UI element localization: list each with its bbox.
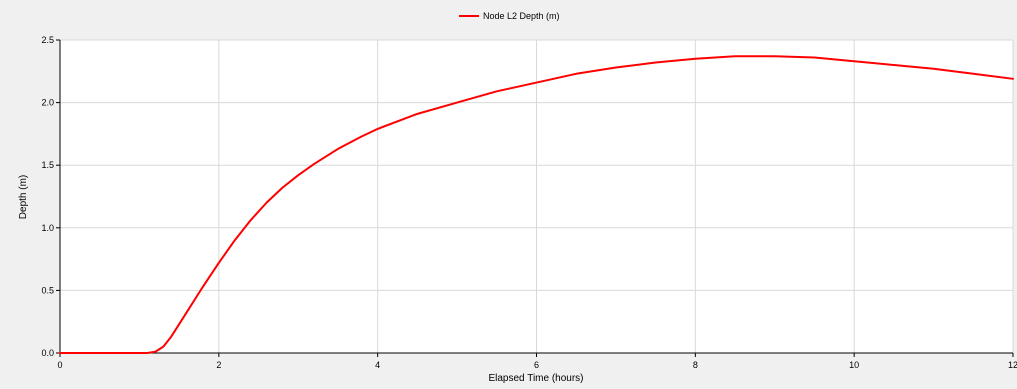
series-lines xyxy=(59,55,1014,354)
legend: Node L2 Depth (m) xyxy=(459,11,560,21)
y-tick-label: 1.5 xyxy=(41,160,54,170)
x-axis-label: Elapsed Time (hours) xyxy=(488,373,583,384)
x-tick-label: 6 xyxy=(534,360,539,370)
y-tick-label: 0.5 xyxy=(41,285,54,295)
y-tick-label: 2.5 xyxy=(41,35,54,45)
y-tick-label: 1.0 xyxy=(41,223,54,233)
y-tick-label: 2.0 xyxy=(41,98,54,108)
y-tick-label: 0.0 xyxy=(41,348,54,358)
legend-label: Node L2 Depth (m) xyxy=(483,11,560,21)
x-tick-label: 10 xyxy=(849,360,859,370)
x-tick-label: 2 xyxy=(216,360,221,370)
x-tick-label: 8 xyxy=(693,360,698,370)
tick-labels: 0 2 4 6 8 10 12 0.0 0.5 1.0 1.5 2.0 2.5 xyxy=(41,35,1017,370)
x-tick-label: 4 xyxy=(375,360,380,370)
x-tick-label: 0 xyxy=(57,360,62,370)
series-line-node-l2-depth xyxy=(59,55,1014,354)
grid-lines xyxy=(60,39,1014,353)
y-axis-label: Depth (m) xyxy=(18,175,29,219)
x-tick-label: 12 xyxy=(1008,360,1017,370)
